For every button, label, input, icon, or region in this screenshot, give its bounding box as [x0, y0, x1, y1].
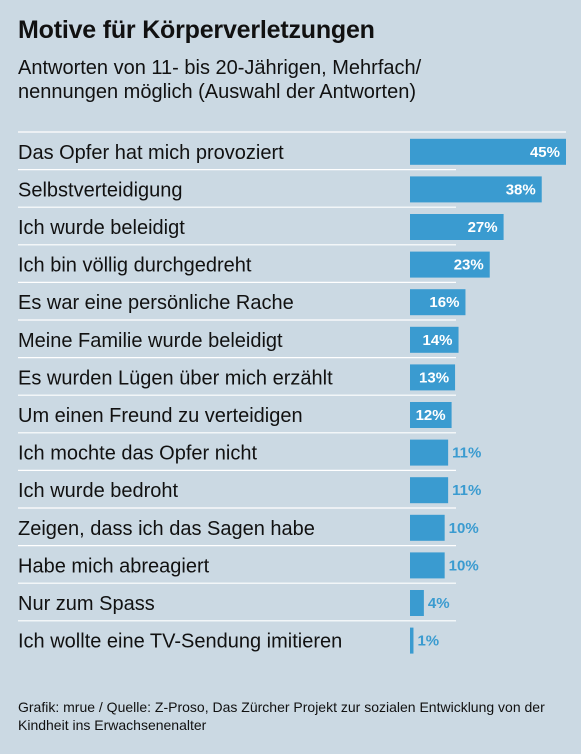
category-label: Nur zum Spass [18, 593, 155, 615]
category-label: Es war eine persönliche Rache [18, 292, 294, 314]
bar [410, 477, 449, 504]
value-label: 23% [454, 257, 484, 274]
value-label: 13% [419, 369, 449, 386]
category-label: Um einen Freund zu verteidigen [18, 405, 303, 427]
bar [410, 214, 504, 240]
value-label: 4% [428, 595, 450, 612]
bar [410, 289, 466, 316]
category-label: Das Opfer hat mich provoziert [18, 142, 284, 164]
category-label: Ich wurde bedroht [18, 480, 179, 502]
category-label: Ich mochte das Opfer nicht [18, 443, 257, 465]
bar [410, 251, 490, 278]
chart-subtitle: Antworten von 11- bis 20-Jährigen, Mehrf… [18, 57, 422, 103]
value-label: 38% [506, 181, 536, 198]
value-label: 11% [452, 445, 481, 462]
bar [410, 590, 424, 616]
value-label: 11% [452, 482, 481, 499]
value-label: 1% [417, 633, 439, 650]
category-label: Zeigen, dass ich das Sagen habe [18, 518, 315, 540]
value-label: 45% [530, 144, 560, 161]
bar [410, 176, 542, 203]
value-label: 16% [429, 294, 459, 311]
category-label: Ich wurde beleidigt [18, 217, 185, 239]
value-label: 10% [449, 557, 479, 574]
value-label: 14% [423, 332, 453, 349]
bar [410, 439, 449, 466]
category-label: Ich wollte eine TV-Sendung imitieren [18, 631, 342, 653]
bar [410, 552, 445, 579]
bar [410, 138, 566, 165]
category-label: Es wurden Lügen über mich erzählt [18, 367, 333, 389]
category-label: Habe mich abreagiert [18, 555, 210, 577]
value-label: 10% [449, 520, 479, 537]
value-label: 27% [468, 219, 498, 236]
bar [410, 627, 414, 654]
source-note: Grafik: mrue / Quelle: Z-Proso, Das Zürc… [18, 699, 545, 733]
category-label: Selbstverteidigung [18, 179, 183, 201]
bar [410, 364, 456, 391]
value-label: 12% [416, 407, 446, 424]
category-label: Ich bin völlig durchgedreht [18, 255, 252, 277]
bar [410, 326, 459, 353]
bar [410, 402, 452, 428]
chart-title: Motive für Körperverletzungen [18, 16, 375, 44]
category-label: Meine Familie wurde beleidigt [18, 330, 283, 352]
bar [410, 514, 445, 541]
